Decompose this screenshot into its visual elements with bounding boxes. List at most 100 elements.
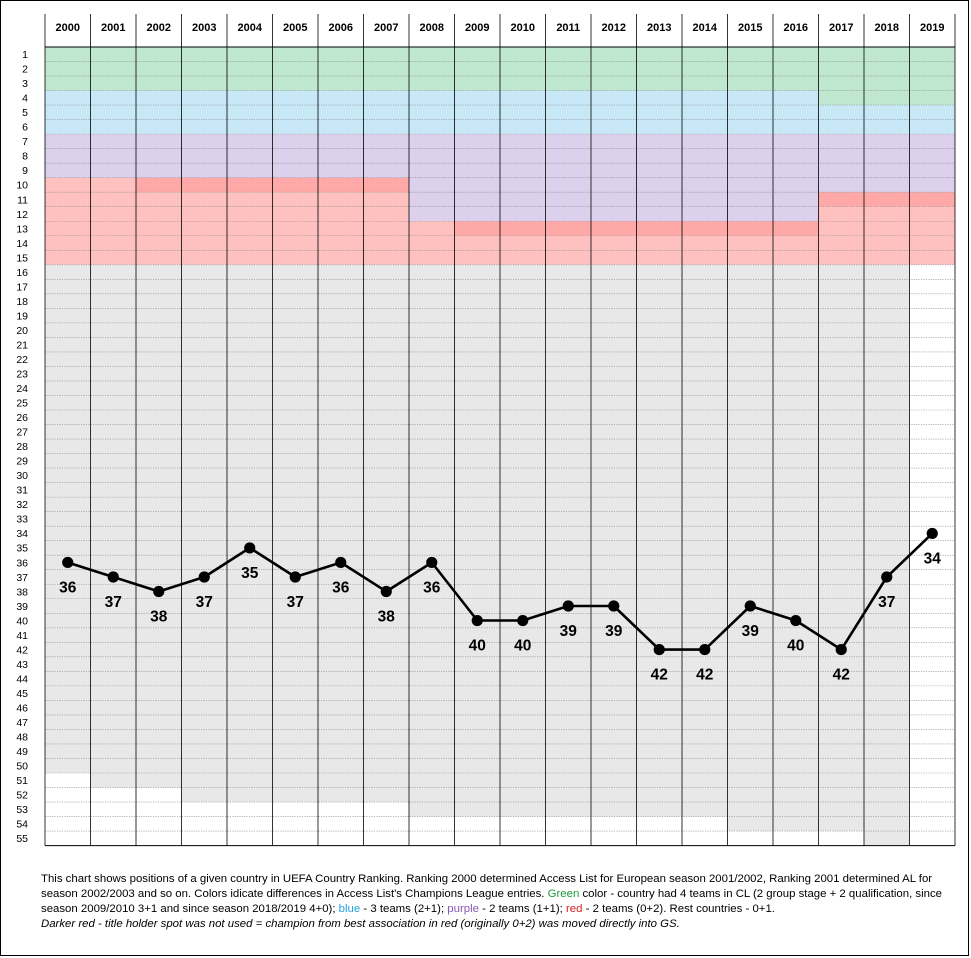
data-label-2004: 35 [241, 565, 259, 582]
x-tick-2001: 2001 [101, 22, 125, 34]
y-tick-53: 53 [16, 804, 28, 816]
y-tick-11: 11 [17, 194, 28, 206]
y-tick-44: 44 [16, 673, 28, 685]
y-tick-25: 25 [16, 398, 28, 410]
y-tick-35: 35 [16, 543, 28, 555]
caption-red-text: - 2 teams (0+2). Rest countries - 0+1. [585, 903, 775, 915]
y-tick-24: 24 [16, 383, 28, 395]
data-label-2001: 37 [105, 594, 122, 611]
y-tick-38: 38 [16, 586, 28, 598]
point-2018 [881, 571, 893, 583]
y-tick-18: 18 [16, 296, 28, 308]
point-2009 [471, 614, 483, 627]
y-tick-12: 12 [16, 209, 28, 221]
data-label-2016: 40 [787, 638, 804, 655]
data-labels: 36 37 38 37 35 37 36 38 36 40 40 39 39 42 42 39 40 42 37 34 [59, 550, 941, 683]
y-tick-39: 39 [16, 601, 28, 613]
y-tick-49: 49 [16, 746, 28, 758]
y-tick-30: 30 [16, 470, 28, 482]
x-tick-2012: 2012 [602, 22, 626, 34]
point-2005 [289, 571, 301, 583]
point-2014 [699, 643, 711, 656]
x-tick-2006: 2006 [329, 22, 353, 34]
data-label-2012: 39 [605, 623, 623, 640]
y-tick-27: 27 [16, 427, 28, 439]
y-tick-46: 46 [16, 702, 28, 714]
data-label-2018: 37 [878, 594, 895, 611]
point-2013 [653, 643, 665, 656]
data-label-2011: 39 [560, 623, 578, 640]
y-tick-3: 3 [22, 78, 28, 90]
caption-blue-word: blue [338, 903, 361, 915]
point-2012 [608, 600, 620, 612]
caption-red-word: red [566, 903, 583, 915]
y-tick-32: 32 [16, 499, 28, 511]
x-tick-2018: 2018 [875, 22, 899, 34]
caption-blue-text: - 3 teams (2+1); [363, 903, 445, 915]
point-2000 [62, 556, 74, 569]
y-tick-29: 29 [16, 456, 28, 468]
y-tick-10: 10 [16, 180, 28, 192]
y-tick-labels: 1234567891011121314151617181920212223242… [16, 49, 28, 845]
y-tick-4: 4 [22, 93, 28, 105]
y-tick-55: 55 [16, 833, 28, 845]
point-2011 [562, 600, 574, 612]
y-tick-17: 17 [16, 281, 28, 293]
band-green-0 [45, 47, 819, 91]
band-white-17 [45, 773, 91, 846]
y-tick-40: 40 [16, 615, 28, 627]
y-tick-19: 19 [16, 310, 28, 322]
y-tick-8: 8 [22, 151, 28, 163]
y-tick-45: 45 [16, 688, 28, 700]
x-tick-2014: 2014 [693, 22, 718, 34]
point-2015 [744, 600, 756, 612]
data-label-2005: 37 [287, 594, 304, 611]
band-blue-3 [818, 105, 955, 135]
y-tick-54: 54 [16, 819, 28, 831]
x-tick-labels: 2000 2001 2002 2003 2004 2005 2006 2007 2008 2009… [56, 22, 945, 34]
point-2002 [153, 585, 165, 598]
caption-green-word: Green [547, 888, 580, 900]
x-tick-2007: 2007 [374, 22, 398, 34]
caption-green-text: color - country had 4 teams in CL (2 gro… [41, 888, 943, 915]
point-2006 [335, 556, 347, 569]
x-tick-2005: 2005 [283, 22, 307, 34]
grid-lines [44, 14, 956, 847]
point-2001 [107, 571, 119, 583]
band-red-15 [818, 206, 955, 265]
band-red-11 [409, 221, 455, 265]
y-tick-34: 34 [16, 528, 28, 540]
y-tick-33: 33 [16, 514, 28, 526]
data-label-2009: 40 [469, 638, 486, 655]
x-tick-2009: 2009 [465, 22, 489, 34]
band-green-1 [818, 47, 955, 106]
y-tick-26: 26 [16, 412, 28, 424]
point-2003 [198, 571, 210, 583]
y-tick-23: 23 [16, 369, 28, 381]
y-tick-28: 28 [16, 441, 28, 453]
x-tick-2015: 2015 [738, 22, 762, 34]
data-label-2006: 36 [332, 579, 350, 596]
y-tick-22: 22 [16, 354, 28, 366]
point-2016 [790, 614, 802, 627]
y-tick-36: 36 [16, 557, 28, 569]
series-ranking [62, 527, 938, 656]
y-tick-1: 1 [22, 49, 28, 61]
point-2008 [426, 556, 438, 569]
caption-purple-text: - 2 teams (1+1); [482, 903, 563, 915]
band-grey-20 [181, 264, 409, 803]
y-tick-15: 15 [16, 252, 28, 264]
data-label-2017: 42 [833, 667, 850, 684]
y-tick-9: 9 [22, 165, 28, 177]
data-label-2003: 37 [196, 594, 213, 611]
data-label-2002: 38 [150, 609, 168, 626]
x-tick-2002: 2002 [147, 22, 171, 34]
y-tick-13: 13 [16, 223, 28, 235]
band-grey-16 [45, 264, 91, 773]
chart-caption: This chart shows positions of a given co… [41, 872, 953, 932]
caption-purple-word: purple [447, 903, 479, 915]
band-white-21 [181, 802, 409, 846]
x-tick-2000: 2000 [56, 22, 80, 34]
y-tick-52: 52 [16, 790, 28, 802]
band-blue-2 [45, 90, 819, 135]
